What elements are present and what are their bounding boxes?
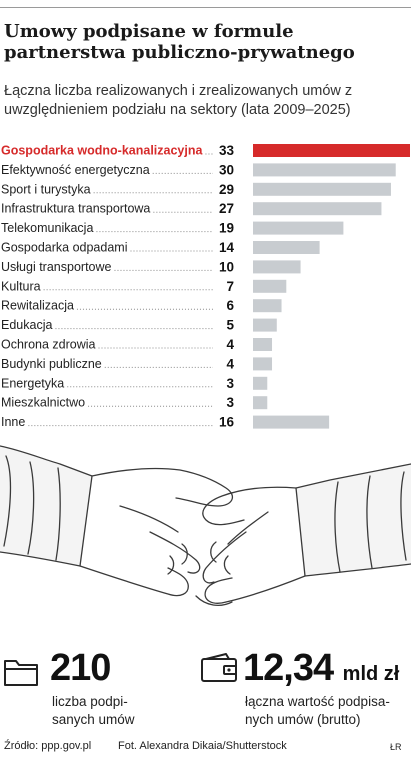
value-label: 3: [226, 376, 234, 391]
bar: [253, 299, 282, 313]
value-label: 29: [219, 182, 234, 197]
value-label: 6: [226, 298, 234, 313]
value-label: 10: [219, 259, 234, 274]
bar: [253, 202, 382, 216]
category-label: Gospodarka wodno-kanalizacyjna: [1, 144, 203, 158]
category-label: Efektywność energetyczna: [1, 163, 150, 177]
value-label: 7: [226, 279, 234, 294]
category-label: Infrastruktura transportowa: [1, 202, 150, 216]
value-label: 5: [226, 318, 234, 333]
bar: [253, 144, 410, 157]
bar: [253, 376, 268, 390]
bar-chart: Gospodarka wodno-kanalizacyjna 33Efektywn…: [1, 143, 410, 430]
contracts-label-line2: sanych umów: [52, 712, 135, 727]
worth-label-line1: łączna wartość podpisa-: [245, 694, 390, 709]
wallet-icon: [201, 653, 237, 682]
photo-credit: Fot. Alexandra Dikaia/Shutterstock: [118, 740, 287, 752]
category-label: Energetyka: [1, 376, 64, 390]
worth-number: 12,34: [243, 647, 334, 689]
value-label: 19: [219, 221, 234, 236]
bar: [253, 357, 273, 371]
worth-value: 12,34 mld zł: [243, 648, 399, 694]
value-label: 16: [219, 415, 235, 430]
contracts-label-line1: liczba podpi-: [52, 694, 128, 709]
bar: [253, 182, 391, 196]
source-note: Źródło: ppp.gov.pl: [4, 740, 92, 752]
value-label: 4: [226, 356, 234, 371]
category-label: Sport i turystyka: [1, 182, 91, 196]
category-label: Usługi transportowe: [1, 260, 112, 274]
worth-label-line2: nych umów (brutto): [245, 712, 361, 727]
top-rule: [0, 7, 411, 8]
value-label: 4: [226, 337, 234, 352]
value-label: 3: [226, 395, 234, 410]
bar: [253, 279, 287, 293]
value-label: 14: [219, 240, 235, 255]
contracts-count: 210: [50, 647, 111, 689]
value-label: 30: [219, 162, 234, 177]
chart-title: Umowy podpisane w formule partnerstwa pu…: [4, 21, 355, 63]
bar: [253, 163, 396, 177]
worth-unit: mld zł: [342, 663, 400, 685]
bar: [253, 318, 277, 332]
category-label: Gospodarka odpadami: [1, 241, 127, 255]
author-signature: ŁR: [390, 742, 402, 752]
category-label: Rewitalizacja: [1, 299, 74, 313]
bar: [253, 241, 320, 254]
category-label: Ochrona zdrowia: [1, 338, 96, 352]
bar: [253, 415, 330, 429]
category-label: Kultura: [1, 279, 41, 293]
chart-subtitle: Łączna liczba realizowanych i zrealizowa…: [4, 83, 353, 118]
bar: [253, 260, 301, 274]
category-label: Inne: [1, 415, 25, 429]
handshake-illustration: [0, 445, 411, 607]
value-label: 27: [219, 201, 234, 216]
folder-icon: [4, 660, 38, 686]
value-label: 33: [219, 143, 235, 158]
category-label: Telekomunikacja: [1, 221, 93, 235]
category-label: Budynki publiczne: [1, 357, 102, 371]
category-label: Mieszkalnictwo: [1, 396, 85, 410]
bar: [253, 338, 273, 351]
bar: [253, 396, 268, 410]
bar: [253, 221, 344, 235]
category-label: Edukacja: [1, 318, 52, 332]
